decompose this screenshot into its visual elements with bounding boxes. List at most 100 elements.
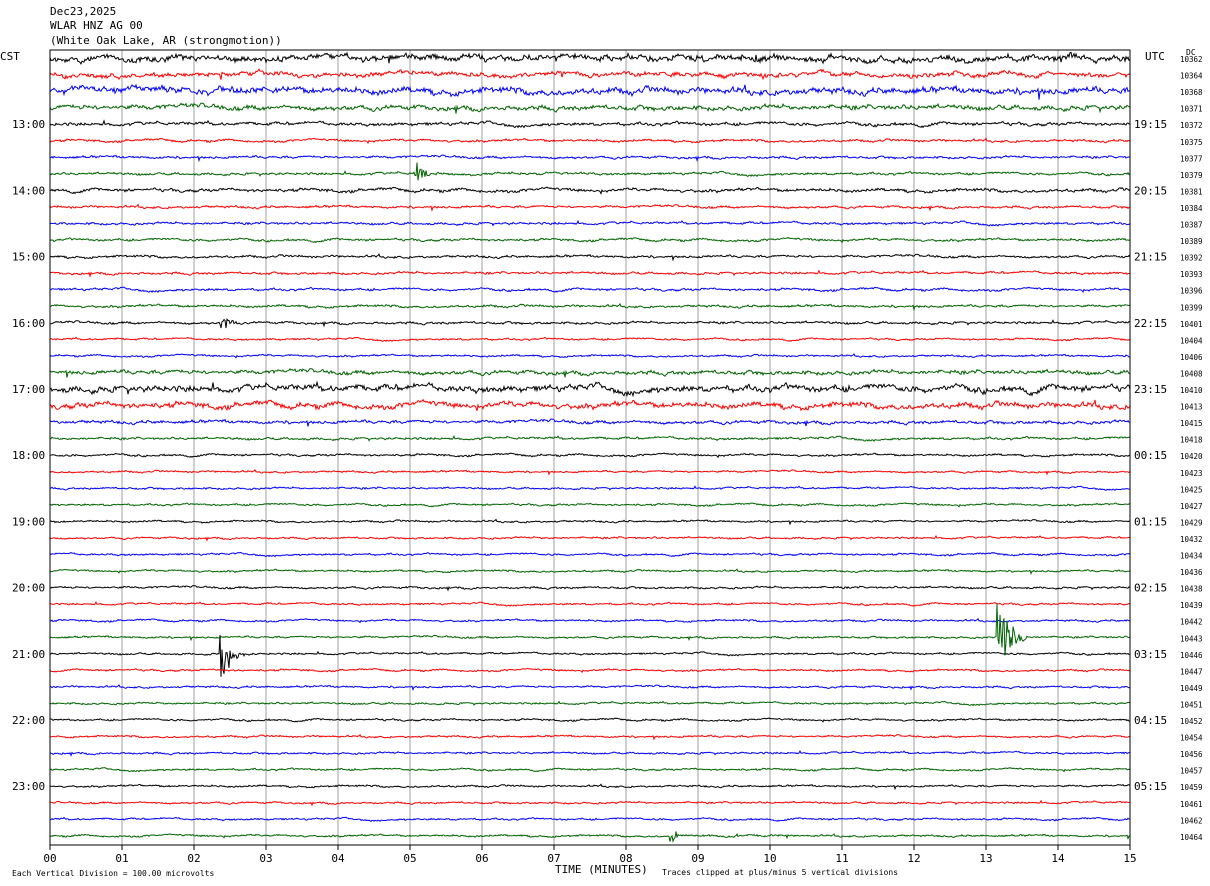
dc-offset-label: 10410 [1180,386,1203,395]
trace-row-31 [49,568,1131,576]
dc-offset-label: 10452 [1180,717,1203,726]
trace-row-35 [49,603,1131,656]
dc-offset-label: 10372 [1180,121,1203,130]
utc-hour-label: 05:15 [1134,780,1167,793]
utc-hour-label: 02:15 [1134,582,1167,595]
dc-offset-label: 10387 [1180,221,1203,230]
label-layer: 00 01 02 03 04 05 06 07 08 09 10 11 12 13 14 15 10362 103… [12,55,1203,865]
trace-row-41 [49,733,1130,741]
trace-row-39 [49,700,1130,707]
dc-offset-label: 10389 [1180,237,1203,246]
station-location: (White Oak Lake, AR (strongmotion)) [50,34,282,47]
x-tick-label: 05 [403,852,416,865]
trace-row-27 [49,502,1131,508]
clip-note: Traces clipped at plus/minus 5 vertical … [662,868,898,877]
trace-row-34 [49,617,1130,624]
dc-offset-label: 10401 [1180,320,1203,329]
trace-row-28 [49,518,1131,526]
x-tick-label: 01 [115,852,128,865]
dc-offset-label: 10456 [1180,750,1203,759]
utc-hour-label: 20:15 [1134,184,1167,197]
dc-offset-label: 10447 [1180,667,1203,676]
trace-row-11 [49,236,1131,244]
trace-row-20 [49,380,1131,398]
cst-hour-label: 14:00 [12,184,45,197]
trace-row-18 [49,353,1131,359]
trace-row-43 [49,767,1131,773]
trace-row-3 [49,102,1131,114]
trace-row-4 [49,119,1131,129]
trace-row-1 [49,68,1131,81]
utc-hour-label: 21:15 [1134,251,1167,264]
dc-offset-label: 10446 [1180,651,1203,660]
utc-hour-label: 22:15 [1134,317,1167,330]
trace-row-5 [49,137,1131,145]
trace-row-42 [49,750,1131,757]
dc-offset-label: 10418 [1180,436,1203,445]
x-tick-label: 10 [763,852,776,865]
trace-row-10 [49,219,1131,227]
dc-offset-label: 10451 [1180,700,1203,709]
x-tick-label: 02 [187,852,200,865]
trace-row-14 [49,286,1131,294]
x-tick-label: 04 [331,852,345,865]
dc-offset-label: 10457 [1180,767,1203,776]
trace-row-26 [49,485,1131,491]
dc-offset-label: 10438 [1180,585,1203,594]
trace-row-19 [49,368,1131,378]
cst-hour-label: 16:00 [12,317,45,330]
trace-row-9 [49,203,1131,213]
utc-hour-label: 04:15 [1134,714,1167,727]
trace-row-8 [49,186,1131,195]
dc-offset-label: 10462 [1180,816,1203,825]
dc-offset-label: 10413 [1180,403,1203,412]
dc-offset-label: 10408 [1180,369,1203,378]
dc-offset-label: 10393 [1180,270,1203,279]
grid-layer [49,50,1131,850]
x-tick-label: 12 [907,852,920,865]
trace-row-21 [49,398,1131,412]
dc-offset-label: 10406 [1180,353,1203,362]
right-timezone-label: UTC [1145,50,1165,63]
dc-column-label: DC [1186,48,1196,57]
trace-row-2 [49,83,1131,100]
trace-row-23 [50,434,1131,442]
trace-layer [49,51,1131,843]
trace-row-33 [49,601,1131,607]
x-tick-label: 13 [979,852,992,865]
dc-offset-label: 10442 [1180,618,1203,627]
dc-offset-label: 10436 [1180,568,1203,577]
dc-offset-label: 10368 [1180,88,1203,97]
trace-row-44 [49,783,1131,791]
utc-hour-label: 00:15 [1134,449,1167,462]
x-tick-label: 08 [619,852,632,865]
trace-row-38 [49,684,1131,691]
trace-row-24 [49,452,1130,459]
trace-row-46 [49,816,1131,822]
trace-row-22 [49,418,1131,427]
cst-hour-label: 15:00 [12,251,45,264]
dc-offset-label: 10432 [1180,535,1203,544]
dc-offset-label: 10396 [1180,287,1203,296]
dc-offset-label: 10434 [1180,552,1203,561]
dc-offset-label: 10364 [1180,72,1203,81]
plot-frame [49,49,1131,846]
trace-row-47 [49,831,1131,843]
trace-row-12 [49,253,1131,262]
x-tick-label: 14 [1051,852,1065,865]
trace-row-0 [49,51,1131,66]
trace-row-13 [49,269,1131,278]
dc-offset-label: 10443 [1180,634,1203,643]
x-axis-title: TIME (MINUTES) [555,863,648,876]
dc-offset-label: 10423 [1180,469,1203,478]
cst-hour-label: 23:00 [12,780,45,793]
trace-row-16 [50,317,1131,329]
cst-hour-label: 22:00 [12,714,45,727]
trace-row-36 [49,634,1131,677]
dc-offset-label: 10381 [1180,187,1203,196]
dc-offset-label: 10392 [1180,254,1203,263]
cst-hour-label: 20:00 [12,582,45,595]
dc-offset-label: 10420 [1180,452,1203,461]
trace-row-45 [49,799,1130,807]
